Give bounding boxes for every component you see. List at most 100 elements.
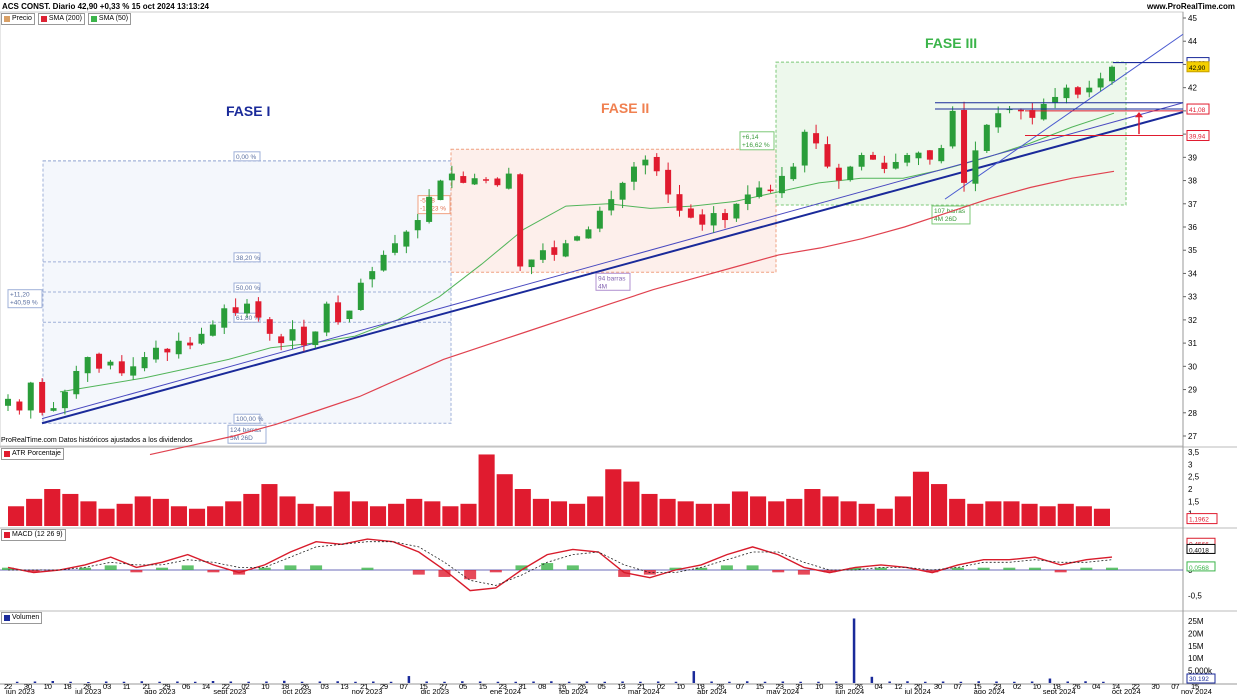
x-day-label: 26 — [83, 682, 91, 691]
x-month-label: oct 2023 — [282, 687, 311, 694]
macd-histogram-bar — [464, 570, 477, 580]
volume-panel-label[interactable]: Volumen — [1, 612, 43, 624]
volume-bar — [51, 681, 55, 683]
phase-3-gain: +6,14 — [742, 134, 759, 141]
atr-panel-label[interactable]: ATR Porcentaje — [1, 448, 64, 460]
phase-2-bars: 94 barras — [598, 275, 626, 282]
volume-bar — [265, 681, 268, 683]
volume-bar — [496, 681, 500, 683]
x-day-label: 30 — [1151, 682, 1159, 691]
candle-body — [1029, 110, 1036, 118]
volume-bar — [140, 681, 144, 683]
macd-histogram-bar — [412, 570, 425, 575]
x-day-label: 22 — [222, 682, 230, 691]
source-label: www.ProRealTime.com — [1146, 2, 1235, 11]
candle-body — [357, 282, 364, 311]
phase-1-title: FASE I — [226, 103, 270, 119]
x-day-label: 26 — [855, 682, 863, 691]
fib-label: 50,00 % — [236, 285, 260, 292]
atr-bar — [822, 496, 839, 526]
volume-label-text: Volumen — [12, 614, 40, 621]
volume-bar — [639, 681, 642, 683]
candle-body — [369, 271, 376, 280]
volume-bar — [532, 681, 535, 683]
x-day-label: 14 — [202, 682, 210, 691]
phase-3-duration: 4M 26D — [934, 216, 957, 223]
macd-histogram-bar — [541, 563, 554, 570]
macd-histogram-bar — [566, 565, 579, 570]
legend-item-precio[interactable]: Precio — [1, 13, 35, 25]
atr-bar — [750, 496, 767, 526]
atr-bar — [261, 484, 278, 526]
candle-body — [414, 220, 421, 231]
x-day-label: 26 — [716, 682, 724, 691]
x-day-label: 10 — [1033, 682, 1041, 691]
atr-bar — [406, 498, 423, 526]
volume-bar — [870, 676, 874, 683]
macd-histogram-bar — [874, 567, 887, 570]
volume-bar — [1102, 681, 1105, 683]
volume-y-tick: 15M — [1188, 642, 1204, 651]
macd-histogram-bar — [310, 565, 323, 570]
candle-body — [983, 124, 990, 151]
phase-2-duration: 4M — [598, 283, 607, 290]
x-day-label: 31 — [795, 682, 803, 691]
volume-bar — [336, 681, 339, 683]
breakout-arrow-head — [1135, 112, 1143, 118]
candle-body — [881, 162, 888, 169]
legend-item-sma50[interactable]: SMA (50) — [87, 13, 132, 25]
candle-body — [27, 382, 34, 411]
candle-body — [346, 310, 353, 320]
volume-bar — [621, 681, 624, 683]
volume-bar — [87, 682, 90, 683]
candle-body — [84, 357, 91, 374]
atr-bar — [804, 489, 821, 526]
y-tick-label: 29 — [1188, 386, 1197, 395]
atr-bar — [62, 493, 79, 526]
x-day-label: 13 — [617, 682, 625, 691]
atr-bar — [1039, 506, 1056, 526]
atr-bar — [514, 489, 531, 526]
candle-body — [118, 361, 125, 374]
macd-histogram-bar — [104, 565, 117, 570]
candle-body — [676, 194, 683, 211]
x-day-label: 18 — [63, 682, 71, 691]
trend-line-main — [41, 111, 1184, 425]
macd-histogram-bar — [772, 570, 785, 573]
macd-histogram-bar — [258, 567, 271, 570]
candle-body — [813, 133, 820, 144]
y-tick-label: 38 — [1188, 177, 1197, 186]
volume-bar — [1084, 681, 1087, 683]
macd-panel-label[interactable]: MACD (12 26 9) — [1, 529, 66, 541]
macd-histogram-bar — [130, 570, 143, 573]
chart-header: ACS CONST. Diario 42,90 +0,33 % 15 oct 2… — [0, 0, 1237, 12]
volume-bar — [283, 680, 286, 683]
candle-body — [1097, 78, 1104, 88]
atr-bar — [840, 501, 857, 526]
trend-line-short — [944, 33, 1184, 200]
volume-y-tick: 5,000k — [1188, 667, 1213, 676]
volume-bar — [550, 681, 553, 683]
volume-bar — [425, 681, 428, 683]
atr-bar — [26, 498, 43, 526]
x-day-label: 23 — [993, 682, 1001, 691]
x-day-label: 15 — [973, 682, 981, 691]
macd-histogram-bar — [669, 567, 682, 570]
atr-bar — [279, 496, 296, 526]
legend-item-sma200[interactable]: SMA (200) — [37, 13, 85, 25]
macd-histogram-bar — [27, 570, 40, 573]
fib-label: 61,80 % — [236, 315, 260, 322]
x-day-label: 21 — [142, 682, 150, 691]
phase-2-box — [450, 148, 777, 273]
macd-histogram-bar — [1054, 570, 1067, 573]
volume-bar — [407, 676, 411, 683]
candle-body — [300, 326, 307, 346]
price-flag-box — [1186, 61, 1210, 73]
candle-body — [483, 179, 490, 181]
macd-label-text: MACD (12 26 9) — [12, 531, 63, 538]
atr-bar — [478, 454, 495, 526]
y-tick-label: 45 — [1188, 14, 1197, 23]
candle-body — [995, 113, 1002, 128]
fib-label-box — [233, 252, 261, 263]
